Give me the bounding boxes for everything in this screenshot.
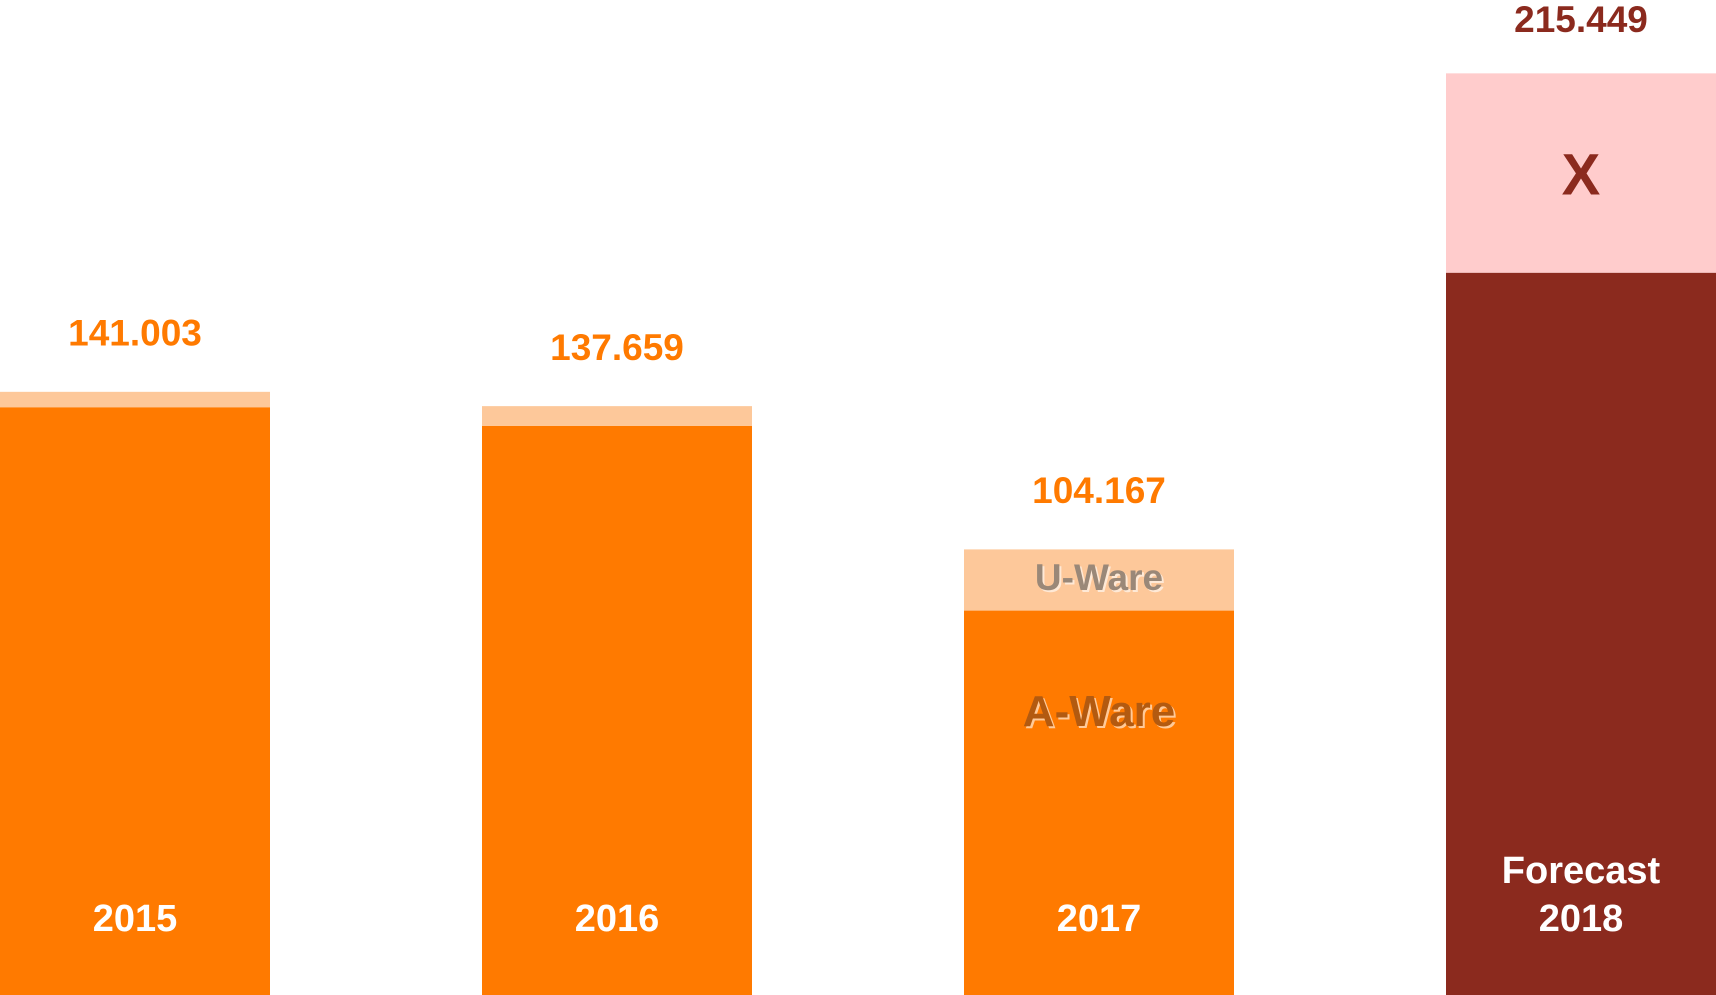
total-label: 137.659 <box>550 327 684 368</box>
series-label: U-Ware <box>1037 559 1165 600</box>
bar-segment <box>482 406 752 426</box>
category-label: Forecast 2018 <box>1501 850 1661 940</box>
series-label: A-Ware <box>1023 687 1175 736</box>
category-label: 2015 <box>92 898 178 940</box>
total-label: 104.167 <box>1032 470 1166 511</box>
bar-segment <box>0 391 270 408</box>
bar-segment <box>0 407 270 995</box>
category-label: 2016 <box>574 898 660 940</box>
bar-segment <box>1446 272 1716 995</box>
bar-segment <box>1446 73 1716 273</box>
bar-segment <box>482 425 752 995</box>
category-label: 2017 <box>1056 898 1142 940</box>
bar-segment <box>964 610 1234 995</box>
series-label: A-Ware <box>1025 689 1177 738</box>
annotation: X <box>1562 142 1601 207</box>
total-label: 141.003 <box>68 313 202 354</box>
total-label: 215.449 <box>1514 0 1648 40</box>
series-label: U-Ware <box>1035 557 1163 598</box>
bar-segment <box>964 549 1234 611</box>
